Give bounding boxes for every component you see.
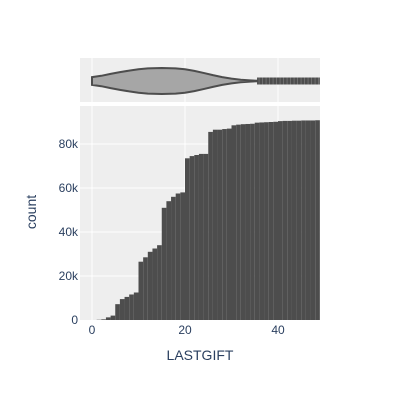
histogram-bar	[301, 120, 306, 321]
y-tick-label: 60k	[59, 181, 79, 195]
histogram-bar	[101, 319, 106, 320]
histogram-bar	[115, 304, 120, 320]
x-tick-label: 40	[271, 323, 285, 337]
histogram-bar	[310, 120, 316, 321]
histogram-bar	[254, 122, 260, 320]
histogram-bar	[226, 128, 232, 320]
y-axis-title: count	[23, 195, 39, 229]
marginal-panel	[80, 58, 320, 102]
y-tick-label: 20k	[59, 269, 79, 283]
histogram-bar	[291, 120, 297, 321]
histogram-bar	[240, 124, 246, 320]
histogram-bar	[157, 245, 162, 320]
histogram-bar	[152, 248, 158, 320]
histogram-bar	[264, 122, 269, 320]
x-tick-label: 20	[178, 323, 192, 337]
histogram-bar	[278, 121, 283, 321]
histogram-bar	[129, 294, 134, 320]
histogram-bar	[194, 155, 199, 320]
histogram-bar	[208, 131, 213, 320]
x-tick-label: 0	[89, 323, 96, 337]
histogram-bar	[198, 153, 204, 320]
y-tick-label: 40k	[59, 225, 79, 239]
histogram-bar	[273, 121, 278, 320]
histogram-bar	[315, 120, 320, 321]
histogram-bar	[105, 317, 111, 320]
main-panel: 0 20 40 0 20k 40k 60k 80k	[59, 106, 320, 337]
y-axis-ticks: 0 20k 40k 60k 80k	[59, 137, 79, 327]
histogram-bar	[282, 120, 288, 321]
histogram-bar	[212, 129, 218, 320]
histogram-bar	[110, 315, 116, 320]
y-tick-label: 80k	[59, 137, 79, 151]
violin-outlier-band	[257, 77, 320, 85]
histogram-bar	[175, 193, 181, 320]
histogram-bar	[185, 158, 190, 320]
histogram-bar	[305, 120, 311, 321]
histogram-bar	[138, 261, 144, 320]
histogram-bar	[231, 125, 237, 320]
y-tick-label: 0	[71, 313, 78, 327]
histogram-bars	[96, 120, 320, 321]
histogram-bar	[268, 122, 274, 320]
histogram-bar	[250, 123, 255, 320]
histogram-bar	[259, 122, 265, 320]
histogram-bar	[189, 156, 195, 320]
histogram-bar	[236, 124, 241, 320]
histogram-bar	[124, 296, 130, 320]
histogram-bar	[222, 129, 227, 320]
histogram-bar	[119, 299, 125, 320]
histogram-bar	[147, 251, 153, 320]
histogram-bar	[180, 192, 185, 320]
histogram-bar	[287, 120, 292, 321]
histogram-bar	[166, 201, 172, 320]
histogram-bar	[245, 123, 251, 320]
histogram-bar	[161, 207, 167, 320]
x-axis-ticks: 0 20 40	[89, 323, 285, 337]
histogram-bar	[171, 196, 176, 320]
histogram-bar	[143, 257, 148, 320]
histogram-bar	[217, 129, 223, 320]
marginal-violin-outliers	[257, 77, 320, 85]
histogram-bar	[203, 153, 209, 320]
histogram-bar	[296, 120, 302, 321]
histogram-bar	[133, 292, 139, 320]
x-axis-title: LASTGIFT	[167, 347, 234, 363]
